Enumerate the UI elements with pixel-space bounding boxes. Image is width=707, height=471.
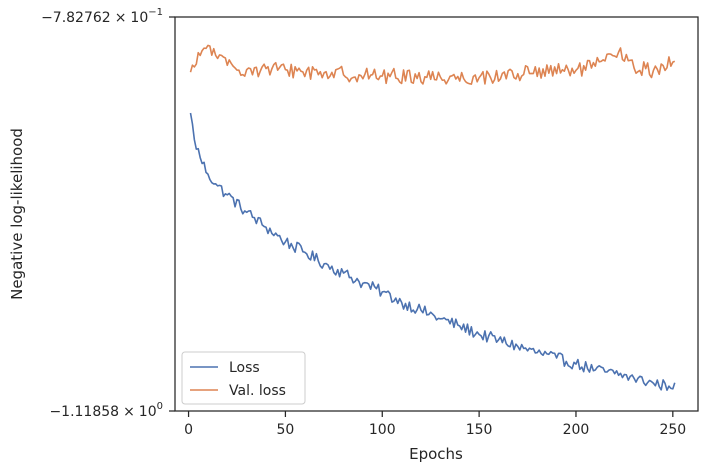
y-tick-label-top: −7.82762 × 10−1 <box>41 7 163 26</box>
x-axis-ticks: 0 50 100 150 200 250 <box>184 411 686 438</box>
x-tick-label-250: 250 <box>659 422 686 438</box>
y-tick-label-bottom-prefix: −1.11858 <box>49 404 119 420</box>
y-tick-label-top-exp: −1 <box>148 7 163 18</box>
x-tick-label-100: 100 <box>369 422 396 438</box>
y-tick-label-bottom: −1.11858 × 100 <box>49 401 163 420</box>
legend-box <box>181 351 306 405</box>
y-tick-label-bottom-base: 10 <box>139 404 157 420</box>
x-tick-label-200: 200 <box>563 422 590 438</box>
legend: Loss Val. loss <box>181 351 306 405</box>
series-line-loss <box>189 112 676 392</box>
y-axis-label: Negative log-likelihood <box>8 128 26 300</box>
x-tick-label-150: 150 <box>466 422 493 438</box>
x-tick-label-0: 0 <box>184 422 193 438</box>
series-line-val-loss <box>189 44 676 85</box>
y-tick-label-bottom-times: × <box>123 404 135 420</box>
y-tick-label-top-prefix: −7.82762 <box>41 10 111 26</box>
x-axis-label: Epochs <box>409 445 463 463</box>
plot-frame <box>174 16 699 412</box>
y-tick-label-bottom-exp: 0 <box>157 401 163 412</box>
y-tick-label-top-times: × <box>115 10 127 26</box>
legend-label-val-loss: Val. loss <box>229 383 286 399</box>
legend-label-loss: Loss <box>229 360 260 376</box>
series-layer <box>189 44 676 392</box>
x-tick-label-50: 50 <box>276 422 294 438</box>
y-tick-label-top-base: 10 <box>130 10 148 26</box>
